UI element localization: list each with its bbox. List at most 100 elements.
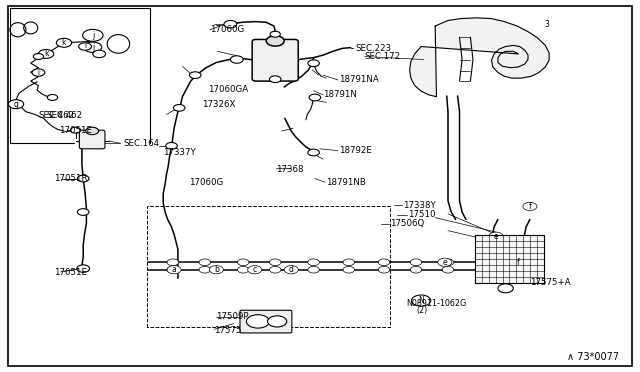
Circle shape xyxy=(442,266,454,273)
Circle shape xyxy=(269,76,281,83)
Text: j: j xyxy=(92,43,94,52)
Circle shape xyxy=(489,232,503,240)
Circle shape xyxy=(189,72,201,78)
Circle shape xyxy=(509,266,521,273)
Circle shape xyxy=(83,29,103,41)
Text: a: a xyxy=(172,265,177,274)
Text: f: f xyxy=(517,258,520,267)
Circle shape xyxy=(498,284,513,293)
Circle shape xyxy=(56,38,72,47)
Circle shape xyxy=(308,266,319,273)
Circle shape xyxy=(509,259,521,266)
Text: e: e xyxy=(442,258,447,267)
Text: 18792E: 18792E xyxy=(339,146,372,155)
Circle shape xyxy=(308,259,319,266)
Text: d: d xyxy=(289,265,294,274)
FancyBboxPatch shape xyxy=(252,39,298,81)
Circle shape xyxy=(246,315,269,328)
Text: 17051E: 17051E xyxy=(54,268,88,277)
Text: 18791N: 18791N xyxy=(323,90,357,99)
Circle shape xyxy=(209,266,223,274)
Text: i: i xyxy=(84,44,86,49)
Circle shape xyxy=(77,209,89,215)
Circle shape xyxy=(38,49,54,58)
Text: 17051R: 17051R xyxy=(54,174,88,183)
Text: b: b xyxy=(214,265,219,274)
Circle shape xyxy=(166,142,177,149)
Text: c: c xyxy=(253,265,257,274)
Circle shape xyxy=(32,69,45,76)
Text: SEC.223: SEC.223 xyxy=(355,44,391,53)
Circle shape xyxy=(199,266,211,273)
Circle shape xyxy=(343,266,355,273)
Circle shape xyxy=(77,265,90,272)
Text: 17337Y: 17337Y xyxy=(163,148,196,157)
Circle shape xyxy=(86,127,99,135)
Text: 17060GA: 17060GA xyxy=(208,85,248,94)
Text: 3: 3 xyxy=(544,20,549,29)
Text: (2): (2) xyxy=(416,306,428,315)
Text: SEC.164: SEC.164 xyxy=(123,139,159,148)
Text: 17368: 17368 xyxy=(276,165,304,174)
Circle shape xyxy=(511,258,525,266)
Text: 17060G: 17060G xyxy=(210,25,244,34)
Text: SEC.172: SEC.172 xyxy=(365,52,401,61)
Text: 17510: 17510 xyxy=(408,210,436,219)
Circle shape xyxy=(284,266,298,274)
Circle shape xyxy=(308,60,319,67)
Circle shape xyxy=(477,259,489,266)
Circle shape xyxy=(477,266,489,273)
Circle shape xyxy=(167,266,181,274)
Text: 17575: 17575 xyxy=(214,326,242,335)
Text: 17506Q: 17506Q xyxy=(390,219,425,228)
Text: 18791NB: 18791NB xyxy=(326,178,366,187)
Text: N: N xyxy=(419,296,424,305)
Circle shape xyxy=(412,295,431,306)
Circle shape xyxy=(438,258,452,266)
Circle shape xyxy=(167,266,179,273)
Text: 18791NA: 18791NA xyxy=(339,76,379,84)
Circle shape xyxy=(270,31,280,37)
Text: k: k xyxy=(44,49,49,58)
Text: ∧ 73*0077: ∧ 73*0077 xyxy=(568,352,620,362)
Circle shape xyxy=(268,316,287,327)
Circle shape xyxy=(199,259,211,266)
Circle shape xyxy=(237,259,249,266)
Circle shape xyxy=(269,266,281,273)
Circle shape xyxy=(523,202,537,211)
Bar xyxy=(475,235,544,283)
Text: j: j xyxy=(92,31,94,40)
Circle shape xyxy=(378,259,390,266)
Circle shape xyxy=(410,266,422,273)
Text: 17509P: 17509P xyxy=(216,312,249,321)
FancyBboxPatch shape xyxy=(240,310,292,333)
Text: i: i xyxy=(37,70,40,76)
Circle shape xyxy=(70,127,81,133)
Circle shape xyxy=(442,259,454,266)
Circle shape xyxy=(343,259,355,266)
Circle shape xyxy=(84,42,102,52)
Circle shape xyxy=(167,259,179,266)
Circle shape xyxy=(309,94,321,101)
Circle shape xyxy=(33,54,44,60)
Circle shape xyxy=(47,94,58,100)
Circle shape xyxy=(230,56,243,63)
Text: 17060G: 17060G xyxy=(189,178,223,187)
Circle shape xyxy=(224,20,237,28)
Text: 17326X: 17326X xyxy=(202,100,235,109)
Circle shape xyxy=(237,266,249,273)
Text: f: f xyxy=(529,202,531,211)
FancyBboxPatch shape xyxy=(79,130,105,149)
Polygon shape xyxy=(410,18,549,97)
Text: N08911-1062G: N08911-1062G xyxy=(406,299,467,308)
Circle shape xyxy=(77,175,89,182)
Text: SEC.462: SEC.462 xyxy=(38,111,74,120)
Circle shape xyxy=(173,105,185,111)
Text: SEC.462: SEC.462 xyxy=(46,111,82,120)
Circle shape xyxy=(248,266,262,274)
Circle shape xyxy=(378,266,390,273)
Circle shape xyxy=(308,149,319,156)
Circle shape xyxy=(269,259,281,266)
Circle shape xyxy=(410,259,422,266)
Text: 17575+A: 17575+A xyxy=(530,278,570,287)
